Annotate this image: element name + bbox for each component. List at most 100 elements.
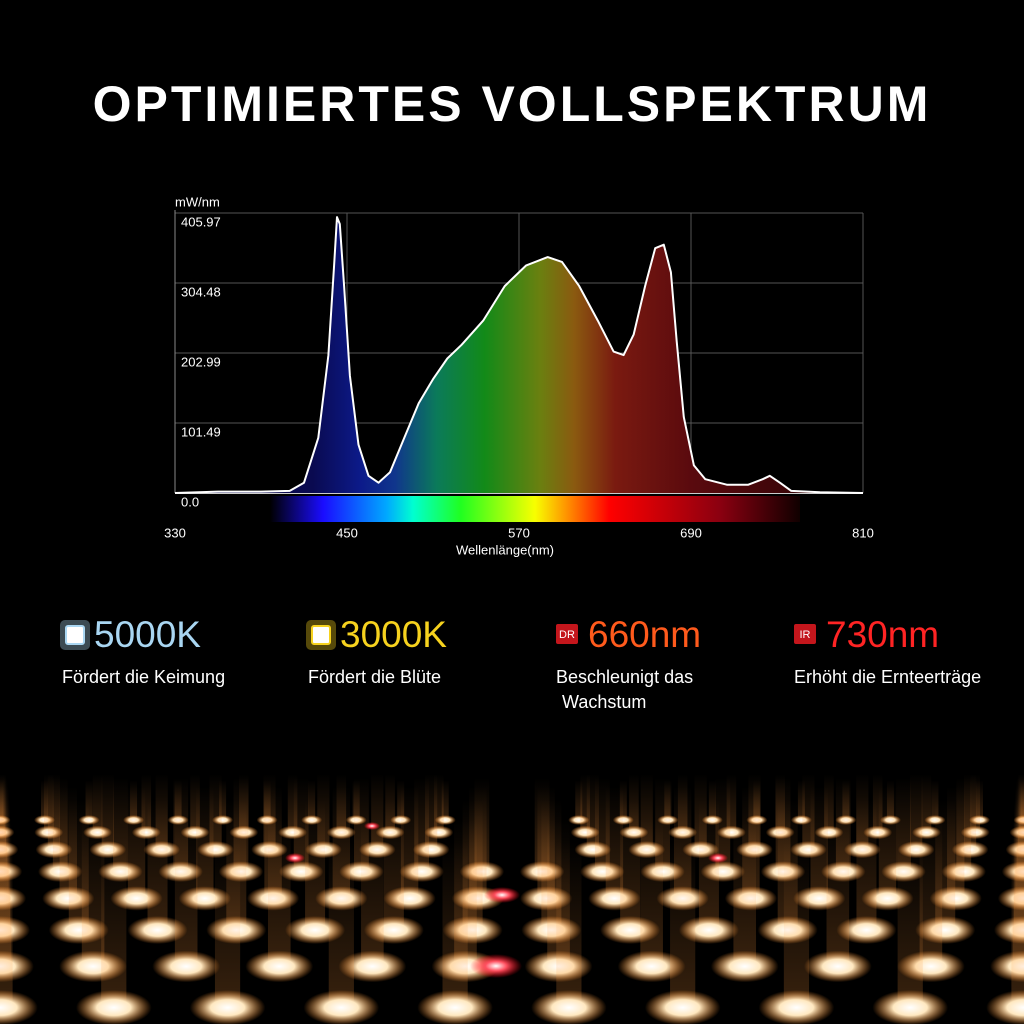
led-beam [190,774,200,833]
led [710,950,779,983]
led-beam [267,818,291,967]
y-tick-label: 101.49 [181,424,221,439]
led [75,989,152,1024]
led-beam [910,773,923,850]
led-red [470,954,522,978]
led-beam [441,780,449,820]
led [758,989,835,1024]
led-beam [85,780,93,820]
led-beam [383,800,404,930]
feature-description: Erhöht die Ernteerträge [794,667,981,687]
led-background [0,773,1024,1024]
led-beam [101,773,114,850]
led-red [364,822,380,830]
led-beam [921,774,932,833]
led-beam [783,841,810,1008]
page-title: OPTIMIERTES VOLLSPEKTRUM [93,76,932,132]
led-beam [810,786,828,899]
led-beam [715,777,731,872]
led [872,989,949,1024]
led-beam [214,841,241,1008]
led-beam [605,786,624,899]
y-tick-label: 405.97 [181,214,221,229]
x-tick-label: 570 [508,525,530,540]
led [245,950,314,983]
led-beam [797,780,805,820]
led [803,950,872,983]
led-beam [931,780,939,820]
led [127,916,188,944]
feature-value: 660nm [588,614,701,655]
led-beam [698,800,719,930]
led-beam [361,818,384,967]
y-tick-label: 202.99 [181,354,221,369]
feature-description: Fördert die Blüte [308,667,441,687]
spectrum-bar [270,496,800,522]
led-red [708,853,728,863]
feature-value: 5000K [94,614,201,655]
feature-description: Wachstum [562,692,646,712]
led-beam [328,841,354,1008]
led-beam [670,841,696,1008]
y-axis-label: mW/nm [175,194,220,209]
feature-badge [794,624,816,644]
chart: mW/nm Wellenlänge(nm) 0.0 101.49 202.99 304… [164,194,874,557]
led [617,950,686,983]
feature-description: Beschleunigt das [556,667,693,687]
led-beam [872,774,883,833]
led-beam [305,800,326,930]
led [189,989,266,1024]
feature-value: 3000K [340,614,447,655]
x-tick-label: 690 [680,525,702,540]
spectrum-area [175,217,863,493]
led-beam [580,774,590,833]
led-beam [287,774,298,833]
led-beam [856,800,877,930]
spectrum-line [174,216,864,494]
feature-badge [556,624,578,644]
led-beam [219,780,227,820]
led-beam [897,841,923,1008]
feature-badge-text: IR [800,629,811,641]
led-beam [81,818,105,967]
led [644,989,721,1024]
led-beam [174,818,198,967]
led-beam [878,786,897,899]
led-beam [434,774,444,833]
led [338,950,407,983]
led-beam [919,818,943,967]
led-beam [826,818,850,967]
led-beam [0,841,13,1008]
led [152,950,221,983]
led [303,989,380,1024]
led-beam [726,774,737,833]
led [417,989,493,1024]
x-tick-label: 810 [852,525,874,540]
led [0,989,38,1024]
led-beam [92,774,103,833]
x-axis-label: Wellenlänge(nm) [456,542,554,557]
led-beam [147,800,168,930]
led-beam [400,786,419,899]
feature-icon [65,625,85,645]
led-red [484,887,520,903]
led-beam [556,841,582,1008]
led-beam [824,774,834,833]
led-beam [141,774,152,833]
led-beam [575,780,583,820]
led [531,989,607,1024]
x-tick-label: 450 [336,525,358,540]
led-beam [293,777,309,872]
led-beam [733,818,757,967]
led [836,916,897,944]
feature-value: 730nm [826,614,939,655]
led-red [285,853,305,863]
led-beam [127,786,146,899]
led-beam [442,841,468,1008]
feature-description: Fördert die Keimung [62,667,225,687]
led-beam [196,786,214,899]
features: 5000K Fördert die Keimung 3000K Fördert die… [60,614,981,712]
led-beam [640,818,663,967]
feature-badge-text: DR [559,629,575,641]
